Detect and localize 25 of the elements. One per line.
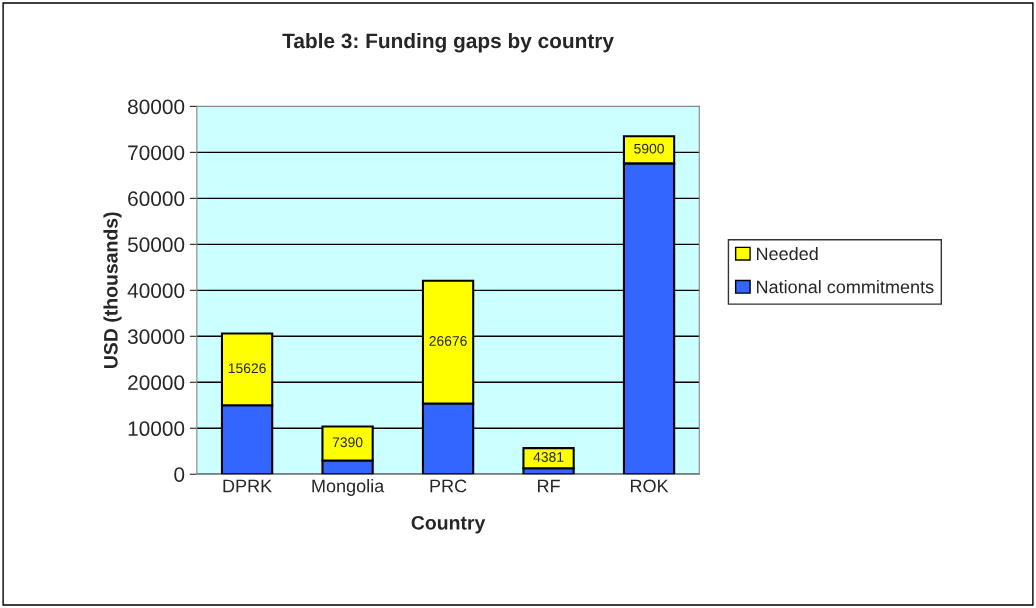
data-label: 26676	[429, 336, 467, 346]
y-axis-title: USD (thousands)	[103, 212, 122, 368]
chart-title: Table 3: Funding gaps by country	[282, 32, 614, 53]
y-tick-label: 10000	[128, 421, 185, 437]
data-label: 7390	[332, 437, 363, 448]
legend-label: National commitments	[756, 280, 934, 294]
x-tick-label: PRC	[430, 479, 467, 493]
y-tick-label: 20000	[128, 375, 185, 391]
y-tick-label: 0	[174, 467, 185, 482]
y-tick-label: 70000	[128, 145, 185, 161]
bar	[522, 447, 575, 470]
y-tick-label: 50000	[127, 237, 185, 253]
x-tick-label: ROK	[630, 479, 669, 493]
legend-label: Needed	[756, 246, 818, 261]
data-label: 15626	[228, 363, 266, 374]
y-tick-label: 40000	[127, 283, 185, 299]
x-tick-label: DPRK	[223, 479, 272, 493]
x-tick-label: Mongolia	[312, 479, 385, 496]
x-axis-title: Country	[411, 515, 486, 534]
y-tick-label: 80000	[128, 99, 185, 115]
y-tick-label: 60000	[128, 191, 185, 207]
data-label: 5900	[634, 143, 664, 154]
data-label: 4381	[533, 452, 564, 462]
x-tick-label: RF	[538, 479, 560, 493]
y-tick-label: 30000	[127, 329, 185, 345]
